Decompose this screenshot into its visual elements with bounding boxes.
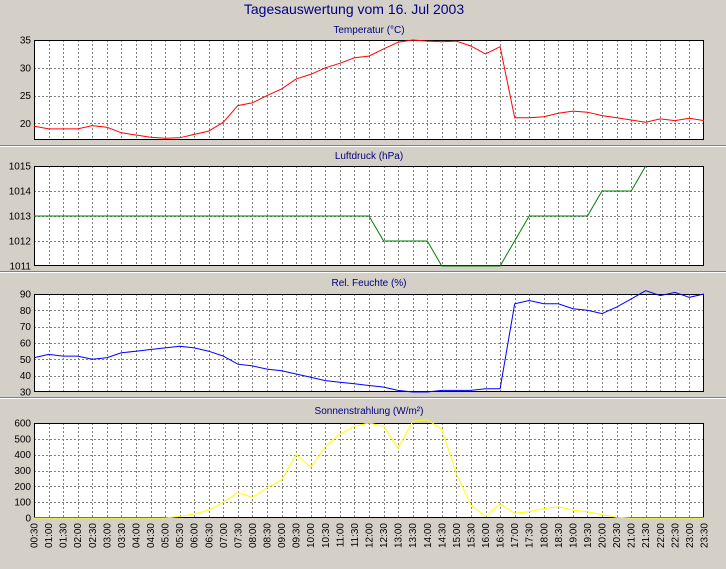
x-tick-label: 14:30 — [437, 523, 448, 548]
y-tick-label: 400 — [14, 450, 31, 461]
chart-panel-3: Rel. Feuchte (%) 30 40 50 60 70 80 90 — [20, 278, 705, 399]
x-tick-label: 21:00 — [627, 523, 638, 548]
x-tick-label: 18:30 — [554, 523, 565, 548]
chart-panel-2: Luftdruck (hPa) 1011 1012 1013 1014 1015 — [9, 151, 704, 273]
x-tick-label: 17:00 — [510, 523, 521, 548]
y-tick-label: 0 — [25, 514, 31, 525]
y-tick-label: 1012 — [9, 237, 32, 248]
x-tick-label: 21:30 — [641, 523, 652, 548]
chart-title: Sonnenstrahlung (W/m²) — [315, 406, 424, 417]
x-tick-label: 20:30 — [612, 523, 623, 548]
y-tick-label: 70 — [20, 322, 32, 333]
x-tick-label: 05:00 — [161, 523, 172, 548]
x-tick-label: 14:00 — [423, 523, 434, 548]
x-tick-label: 16:30 — [496, 523, 507, 548]
x-tick-label: 07:00 — [219, 523, 230, 548]
chart-panel-4: Sonnenstrahlung (W/m²) 0 100 200 300 400 500 60… — [14, 406, 704, 525]
y-tick-label: 25 — [20, 91, 32, 102]
y-tick-label: 100 — [14, 498, 31, 509]
x-tick-label: 02:00 — [73, 523, 84, 548]
x-tick-label: 11:00 — [335, 523, 346, 548]
y-tick-label: 30 — [20, 63, 32, 74]
x-tick-label: 15:00 — [452, 523, 463, 548]
y-tick-label: 1011 — [9, 262, 31, 273]
series-line — [34, 419, 704, 519]
plot-frame — [34, 294, 704, 392]
x-tick-label: 01:00 — [44, 523, 55, 548]
x-tick-label: 16:00 — [481, 523, 492, 548]
x-tick-label: 08:30 — [263, 523, 274, 548]
x-tick-label: 17:30 — [525, 523, 536, 548]
x-tick-label: 07:30 — [233, 523, 244, 548]
chart-panel-1: Temperatur (°C) 20 25 30 35 — [20, 25, 705, 140]
y-tick-label: 1014 — [9, 187, 32, 198]
y-tick-label: 200 — [14, 482, 31, 493]
y-tick-label: 80 — [20, 306, 32, 317]
chart-title: Luftdruck (hPa) — [335, 151, 403, 162]
x-tick-label: 13:00 — [394, 523, 405, 548]
y-tick-label: 600 — [14, 419, 31, 430]
x-tick-label: 13:30 — [408, 523, 419, 548]
x-tick-label: 19:00 — [568, 523, 579, 548]
x-tick-label: 20:00 — [598, 523, 609, 548]
x-tick-label: 00:30 — [30, 523, 41, 548]
x-tick-label: 02:30 — [88, 523, 99, 548]
x-tick-label: 04:30 — [146, 523, 157, 548]
series-line — [34, 165, 647, 267]
y-tick-label: 500 — [14, 434, 31, 445]
x-tick-label: 06:00 — [190, 523, 201, 548]
x-tick-label: 19:30 — [583, 523, 594, 548]
x-tick-label: 12:00 — [365, 523, 376, 548]
x-tick-label: 12:30 — [379, 523, 390, 548]
y-tick-label: 90 — [20, 290, 32, 301]
x-tick-label: 23:00 — [685, 523, 696, 548]
y-tick-label: 50 — [20, 355, 32, 366]
x-tick-label: 03:30 — [117, 523, 128, 548]
series-line — [33, 290, 705, 393]
x-tick-label: 10:30 — [321, 523, 332, 548]
x-tick-label: 18:00 — [539, 523, 550, 548]
plot-frame — [34, 40, 704, 140]
charts-layer: Temperatur (°C) 20 25 30 35 Luftdruck (hPa) 10… — [9, 25, 711, 548]
y-tick-label: 1013 — [9, 212, 32, 223]
x-tick-label: 09:30 — [292, 523, 303, 548]
y-tick-label: 20 — [20, 119, 32, 130]
y-tick-label: 1015 — [9, 162, 32, 173]
plot-area — [34, 423, 704, 518]
x-tick-label: 08:00 — [248, 523, 259, 548]
y-tick-label: 30 — [20, 388, 32, 399]
chart-title: Rel. Feuchte (%) — [331, 278, 406, 289]
y-tick-label: 60 — [20, 339, 32, 350]
x-tick-label: 11:30 — [350, 523, 361, 548]
x-tick-label: 03:00 — [102, 523, 113, 548]
chart-title: Temperatur (°C) — [333, 25, 404, 36]
x-tick-label: 22:00 — [656, 523, 667, 548]
x-tick-label: 10:00 — [306, 523, 317, 548]
x-tick-label: 15:30 — [466, 523, 477, 548]
x-tick-label: 23:30 — [700, 523, 711, 548]
x-tick-label: 09:00 — [277, 523, 288, 548]
report-title: Tagesauswertung vom 16. Jul 2003 — [244, 1, 464, 17]
series-line — [33, 39, 705, 139]
x-tick-label: 06:30 — [204, 523, 215, 548]
x-tick-label: 05:30 — [175, 523, 186, 548]
x-tick-label: 22:30 — [670, 523, 681, 548]
y-tick-label: 40 — [20, 371, 32, 382]
x-tick-label: 04:00 — [131, 523, 142, 548]
x-tick-label: 01:30 — [59, 523, 70, 548]
y-tick-label: 300 — [14, 466, 31, 477]
y-tick-label: 35 — [20, 36, 32, 47]
